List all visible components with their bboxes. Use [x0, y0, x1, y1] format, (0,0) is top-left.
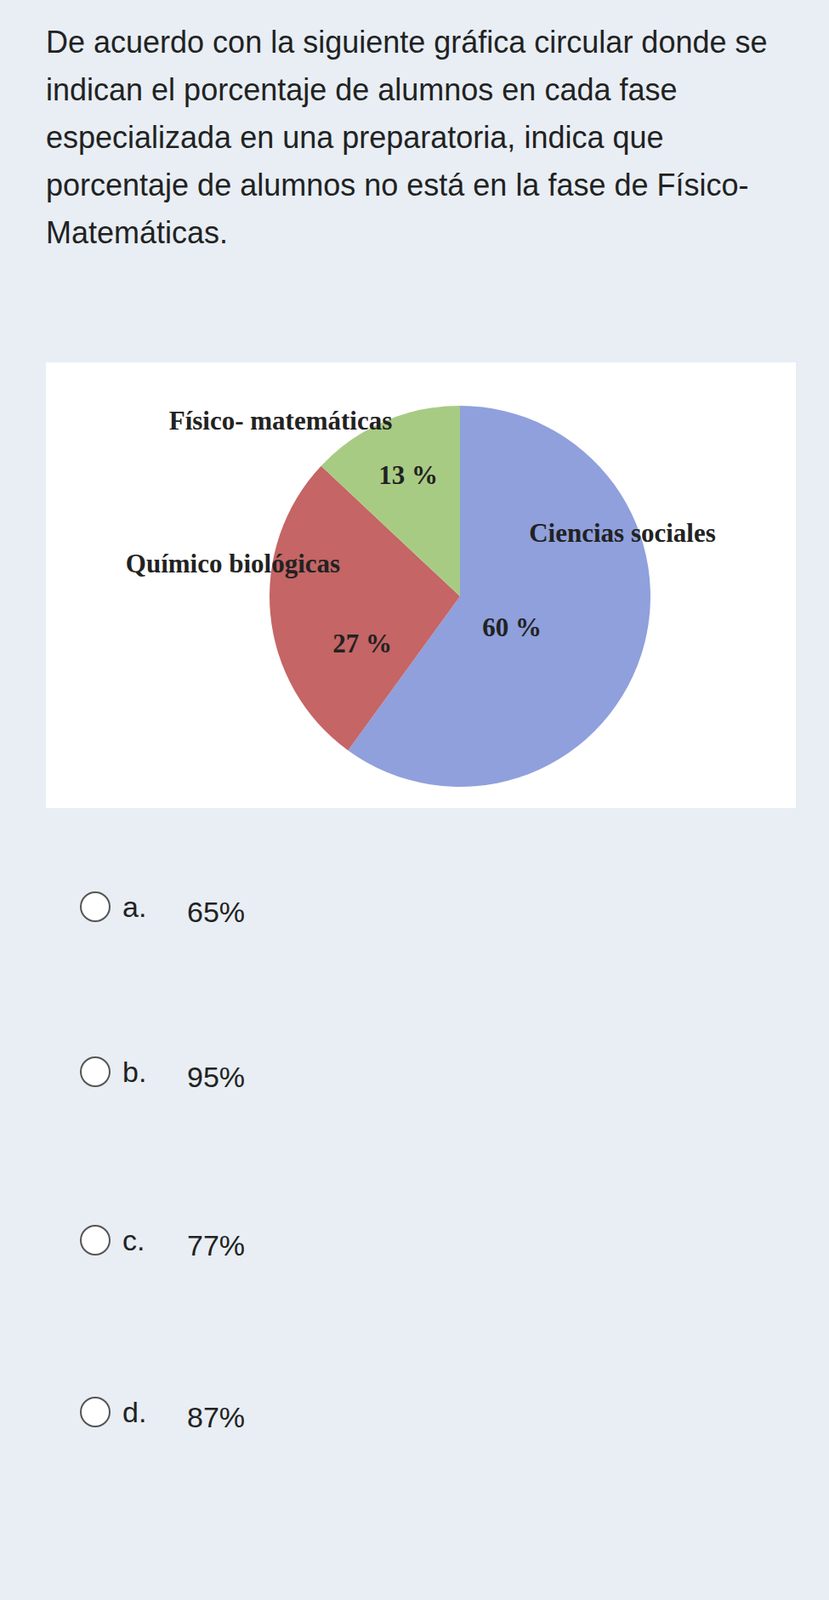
svg-text:13 %: 13 %	[378, 459, 438, 490]
html-text:a.: a.	[122, 889, 147, 923]
html-text:95%: 95%	[187, 1059, 245, 1093]
html-text:De acuerdo con la siguiente gr: De acuerdo con la siguiente gráfica circ…	[45, 24, 768, 250]
html-text:87%: 87%	[187, 1399, 245, 1433]
svg-text:27 %: 27 %	[332, 628, 392, 659]
html-text:b.: b.	[122, 1054, 147, 1088]
html-text:d.: d.	[122, 1394, 147, 1428]
html-text:77%: 77%	[187, 1228, 245, 1261]
svg-text:Químico biológicas: Químico biológicas	[125, 548, 341, 579]
svg-text:60 %: 60 %	[482, 612, 542, 642]
svg-text:Ciencias sociales: Ciencias sociales	[528, 517, 716, 548]
html-text:65%: 65%	[187, 894, 245, 928]
svg-text:Físico- matemáticas: Físico- matemáticas	[169, 405, 393, 436]
html-text:c.: c.	[122, 1223, 145, 1256]
